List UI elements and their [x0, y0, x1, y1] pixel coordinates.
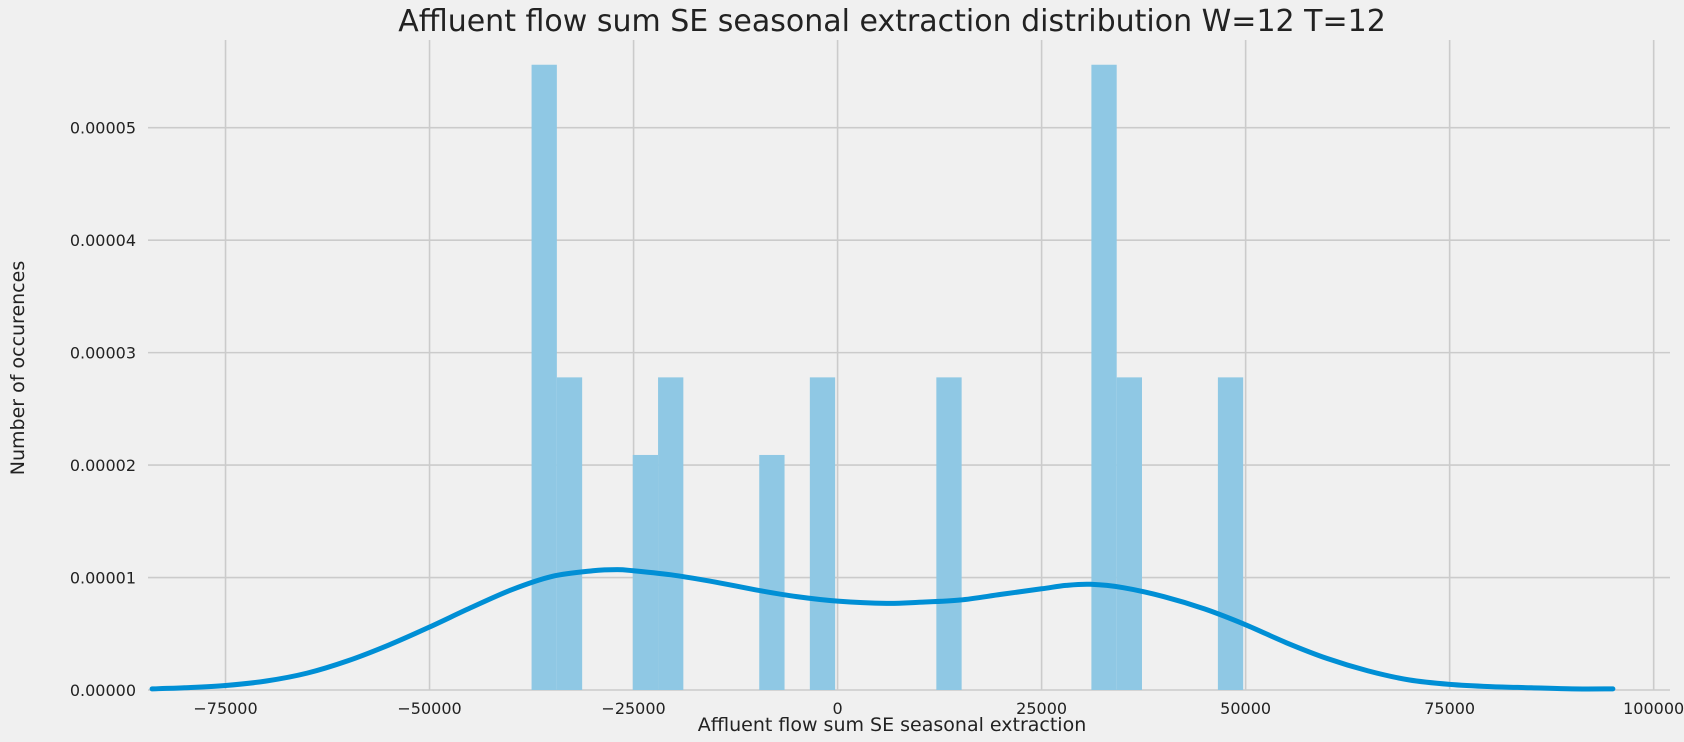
x-tick-label: 50000 [1220, 699, 1271, 718]
histogram-bar [1091, 64, 1117, 691]
y-tick-label: 0.00004 [70, 231, 136, 250]
histogram-bar [809, 377, 836, 690]
histogram-bar [531, 64, 557, 691]
histogram-bar [1217, 377, 1244, 690]
x-tick-label: −50000 [397, 699, 461, 718]
histogram-bar [1116, 377, 1142, 690]
y-tick-label: 0.00003 [70, 344, 136, 363]
y-tick-label: 0.00001 [70, 569, 136, 588]
y-tick-label: 0.00002 [70, 456, 136, 475]
histogram-bar [658, 377, 684, 690]
x-tick-label: 0 [832, 699, 842, 718]
x-tick-label: −25000 [601, 699, 665, 718]
histogram-bar [759, 454, 785, 690]
x-tick-label: −75000 [193, 699, 257, 718]
x-tick-labels: −75000 −50000 −25000 0 25000 50000 75000 100000 [193, 699, 1684, 718]
chart-title: Affluent flow sum SE seasonal extraction… [398, 4, 1386, 39]
x-grid-lines [224, 40, 1655, 690]
y-grid-lines [148, 126, 1670, 691]
x-tick-label: 100000 [1623, 699, 1684, 718]
histogram-bar [936, 377, 962, 690]
x-axis-label: Affluent flow sum SE seasonal extraction [698, 714, 1087, 736]
kde-density-line [149, 567, 1616, 692]
y-tick-labels: 0.00000 0.00001 0.00002 0.00003 0.00004 0.000… [70, 119, 136, 700]
x-tick-label: 75000 [1424, 699, 1475, 718]
x-tick-label: 25000 [1016, 699, 1067, 718]
histogram-bar [556, 377, 583, 690]
y-tick-label: 0.00000 [70, 681, 136, 700]
y-axis-label: Number of occurences [7, 261, 29, 475]
y-tick-label: 0.00005 [70, 119, 136, 138]
